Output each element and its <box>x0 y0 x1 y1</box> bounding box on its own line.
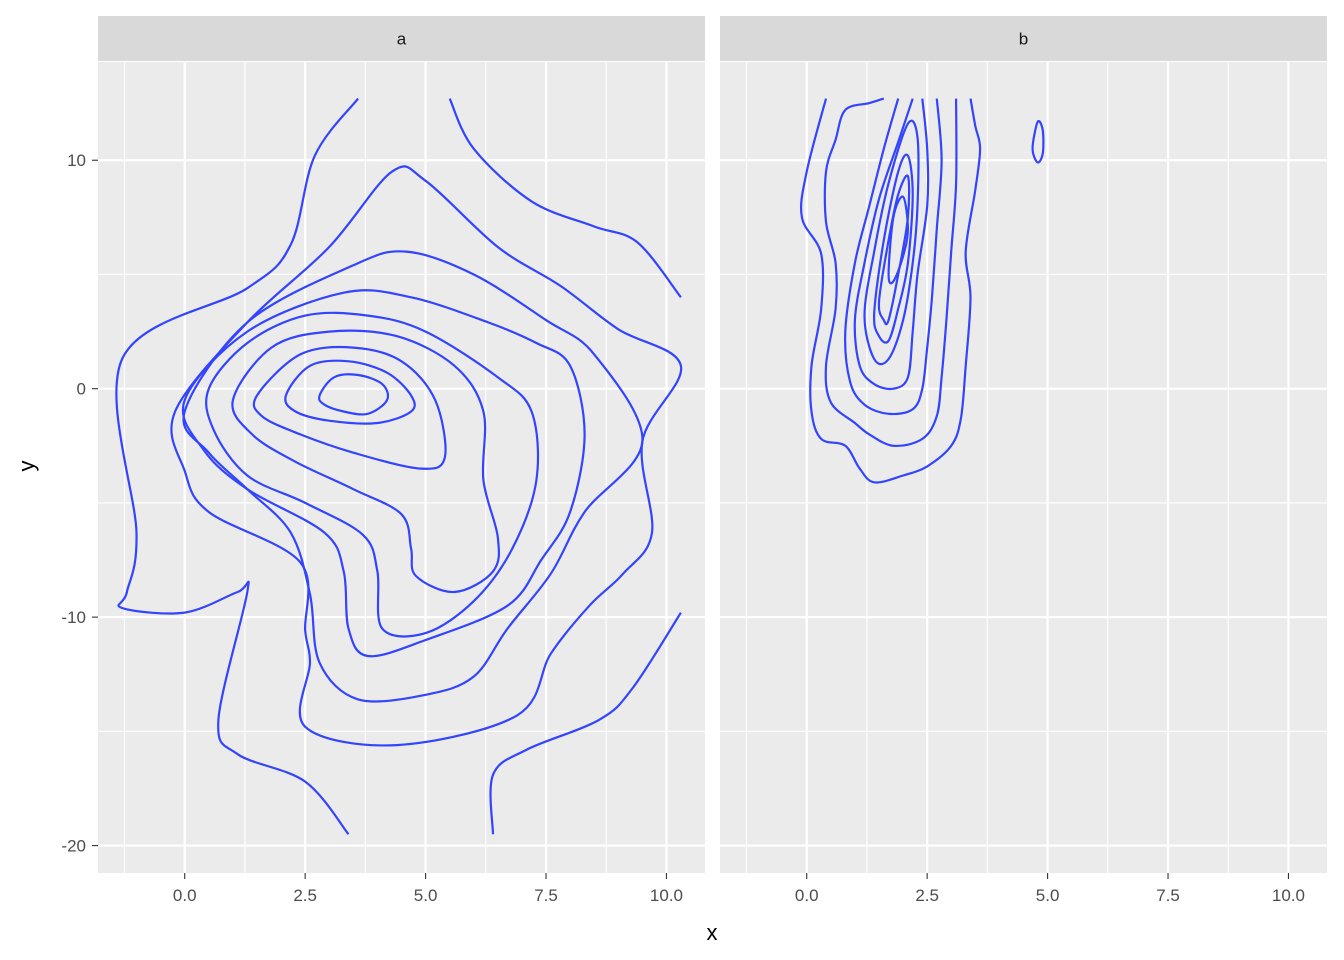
contour-lines <box>115 97 683 835</box>
contour-line <box>252 345 447 470</box>
y-tick-label: -20 <box>61 837 86 856</box>
contour-line <box>1031 119 1045 164</box>
x-tick-label: 5.0 <box>414 886 438 905</box>
contour-lines <box>799 97 1045 484</box>
contour-line <box>489 612 682 835</box>
contour-line <box>799 98 982 484</box>
contour-line <box>448 98 682 298</box>
contour-line <box>181 289 586 658</box>
x-tick-label: 2.5 <box>293 886 317 905</box>
facet-strip-label: b <box>1019 30 1028 49</box>
y-tick-label: 0 <box>77 380 86 399</box>
panel-background <box>98 62 705 873</box>
facet-strip-label: a <box>397 30 407 49</box>
contour-line <box>844 98 943 416</box>
contour-line <box>231 329 501 594</box>
x-tick-label: 0.0 <box>173 886 197 905</box>
x-tick-label: 7.5 <box>534 886 558 905</box>
contour-line <box>115 97 359 835</box>
facet-strip <box>720 16 1327 61</box>
panels-layer: 10 0 -10 -20 a 0.0 2.5 5.0 7.5 10.0 b 0.0 2.5 5.0 7.5 1… <box>61 16 1327 905</box>
contour-line <box>872 153 914 344</box>
contour-line <box>863 119 920 366</box>
x-tick-label: 10.0 <box>650 886 683 905</box>
y-tick-label: 10 <box>67 151 86 170</box>
contour-line <box>823 97 958 448</box>
contour-line <box>284 359 416 425</box>
facet-panel-a: a 0.0 2.5 5.0 7.5 10.0 <box>98 16 705 905</box>
contour-line <box>170 165 683 747</box>
contour-line <box>853 98 930 391</box>
y-tick-label: -10 <box>61 608 86 627</box>
x-tick-label: 10.0 <box>1272 886 1305 905</box>
contour-line <box>318 373 390 416</box>
contour-line <box>182 250 644 703</box>
contour-line <box>205 311 540 638</box>
x-tick-label: 0.0 <box>795 886 819 905</box>
x-tick-label: 7.5 <box>1156 886 1180 905</box>
x-axis-title: x <box>707 920 718 945</box>
x-tick-label: 5.0 <box>1036 886 1060 905</box>
facet-strip <box>98 16 705 61</box>
x-tick-label: 2.5 <box>915 886 939 905</box>
contour-line <box>887 195 909 285</box>
panel-background <box>720 62 1327 873</box>
y-axis-title: y <box>14 461 39 472</box>
facet-panel-b: b 0.0 2.5 5.0 7.5 10.0 <box>720 16 1327 905</box>
